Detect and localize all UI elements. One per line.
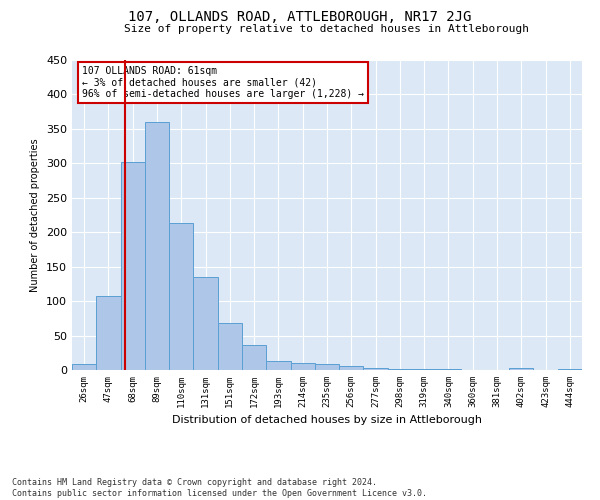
Bar	[121, 162, 145, 370]
Bar	[509, 368, 533, 370]
Bar	[218, 323, 242, 370]
Bar	[242, 344, 266, 370]
Bar	[266, 361, 290, 370]
Text: 107 OLLANDS ROAD: 61sqm
← 3% of detached houses are smaller (42)
96% of semi-det: 107 OLLANDS ROAD: 61sqm ← 3% of detached…	[82, 66, 364, 100]
Bar	[145, 122, 169, 370]
Bar	[169, 224, 193, 370]
Bar	[315, 364, 339, 370]
Text: Contains HM Land Registry data © Crown copyright and database right 2024.
Contai: Contains HM Land Registry data © Crown c…	[12, 478, 427, 498]
Text: 107, OLLANDS ROAD, ATTLEBOROUGH, NR17 2JG: 107, OLLANDS ROAD, ATTLEBOROUGH, NR17 2J…	[128, 10, 472, 24]
Bar	[193, 277, 218, 370]
Bar	[290, 363, 315, 370]
Bar	[72, 364, 96, 370]
X-axis label: Distribution of detached houses by size in Attleborough: Distribution of detached houses by size …	[172, 416, 482, 426]
Bar	[364, 368, 388, 370]
Bar	[339, 366, 364, 370]
Bar	[96, 296, 121, 370]
Y-axis label: Number of detached properties: Number of detached properties	[31, 138, 40, 292]
Title: Size of property relative to detached houses in Attleborough: Size of property relative to detached ho…	[125, 24, 530, 34]
